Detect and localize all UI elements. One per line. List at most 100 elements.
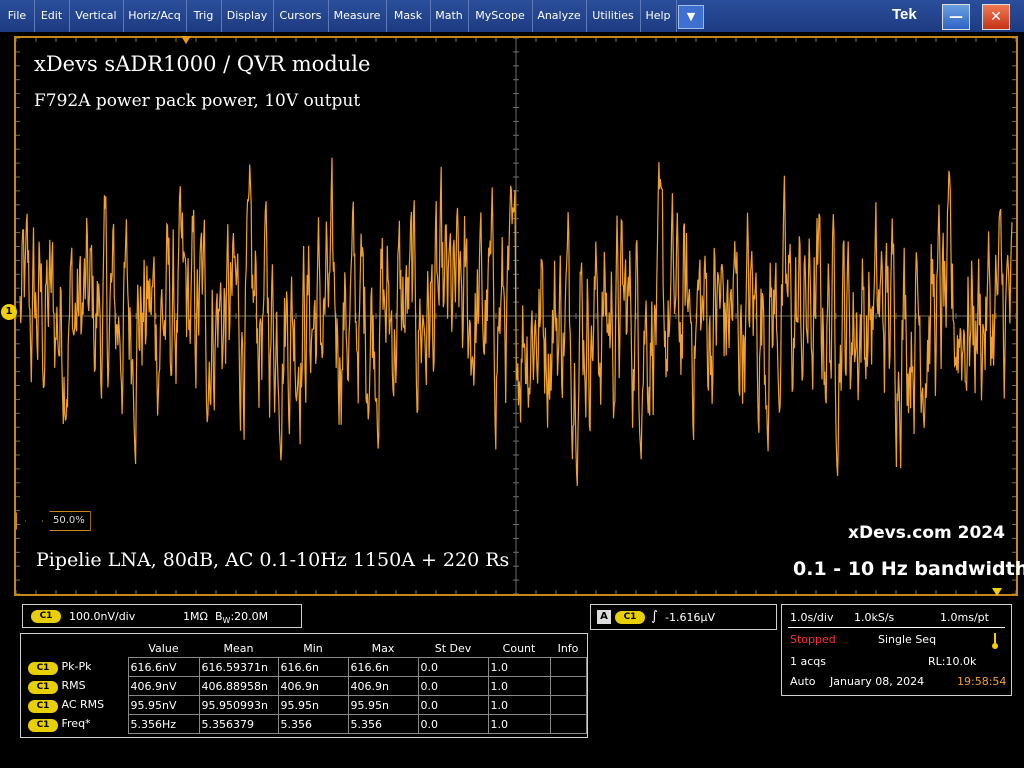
measurement-stdev: 0.0 bbox=[417, 657, 489, 677]
measurement-mean: 5.356379 bbox=[198, 714, 279, 734]
measurement-info bbox=[549, 714, 587, 734]
measurement-row[interactable]: C1 RMS 406.9nV 406.88958n 406.9n 406.9n … bbox=[26, 676, 587, 696]
trigger-channel-badge: C1 bbox=[615, 611, 645, 624]
acquisition-time: 19:58:54 bbox=[957, 675, 1007, 688]
sample-rate: 1.0kS/s bbox=[854, 611, 895, 624]
measurement-min: 95.95n bbox=[277, 695, 349, 715]
bandwidth-label: 0.1 - 10 Hz bandwidth bbox=[793, 558, 1024, 580]
menu-analyze[interactable]: Analyze bbox=[532, 0, 587, 32]
measurement-mean: 406.88958n bbox=[198, 676, 279, 696]
menu-cursors[interactable]: Cursors bbox=[273, 0, 329, 32]
measurement-min: 5.356 bbox=[277, 714, 349, 734]
measurement-stdev: 0.0 bbox=[417, 695, 489, 715]
menu-utilities[interactable]: Utilities bbox=[586, 0, 641, 32]
measurement-info bbox=[549, 657, 587, 677]
menu-file[interactable]: File bbox=[0, 0, 35, 32]
trigger-mode: Auto bbox=[790, 675, 816, 688]
measurement-max: 616.6n bbox=[347, 657, 419, 677]
acquisition-state: Stopped bbox=[790, 633, 836, 646]
screen-title: xDevs sADR1000 / QVR module bbox=[34, 52, 371, 76]
measurement-count: 1.0 bbox=[487, 714, 551, 734]
measurement-max: 95.95n bbox=[347, 695, 419, 715]
col-max: Max bbox=[371, 641, 395, 655]
menu-bar: File Edit Vertical Horiz/Acq Trig Displa… bbox=[0, 0, 1024, 32]
measurement-stdev: 0.0 bbox=[417, 714, 489, 734]
acquisition-count: 1 acqs bbox=[790, 655, 826, 668]
resolution: 1.0ms/pt bbox=[940, 611, 989, 624]
measurement-value: 5.356Hz bbox=[127, 714, 200, 734]
screen-subtitle: F792A power pack power, 10V output bbox=[34, 91, 361, 111]
measurement-label: AC RMS bbox=[61, 697, 105, 711]
acquisition-separator bbox=[788, 627, 1005, 628]
measurement-row[interactable]: C1 Pk-Pk 616.6nV 616.59371n 616.6n 616.6… bbox=[26, 657, 587, 677]
bandwidth-value: :20.0M bbox=[230, 610, 269, 623]
trigger-position-marker[interactable] bbox=[181, 36, 191, 44]
acquisition-date: January 08, 2024 bbox=[830, 675, 925, 688]
measurement-label: Pk-Pk bbox=[61, 659, 92, 673]
menu-horiz-acq[interactable]: Horiz/Acq bbox=[123, 0, 187, 32]
channel-impedance: 1MΩ bbox=[183, 610, 208, 623]
menu-vertical[interactable]: Vertical bbox=[69, 0, 124, 32]
col-count: Count bbox=[502, 641, 536, 655]
col-stdev: St Dev bbox=[434, 641, 472, 655]
col-info: Info bbox=[557, 641, 579, 655]
trigger-level: -1.616µV bbox=[665, 611, 715, 624]
trigger-source-badge: A bbox=[597, 610, 611, 624]
measurement-min: 616.6n bbox=[277, 657, 349, 677]
channel-scale: 100.0nV/div bbox=[69, 610, 136, 623]
trigger-level-readout: 50.0% bbox=[42, 511, 91, 531]
tek-logo: Tek bbox=[892, 6, 917, 23]
menu-myscope[interactable]: MyScope bbox=[468, 0, 533, 32]
channel-1-trace bbox=[19, 157, 1013, 487]
measurements-table: Value Mean Min Max St Dev Count Info C1 … bbox=[26, 639, 587, 734]
menu-edit[interactable]: Edit bbox=[34, 0, 70, 32]
bandwidth-prefix: B bbox=[215, 610, 223, 623]
site-label: xDevs.com 2024 bbox=[848, 523, 1005, 543]
measurement-count: 1.0 bbox=[487, 657, 551, 677]
measurement-label: RMS bbox=[61, 678, 86, 692]
channel-badge: C1 bbox=[31, 610, 61, 623]
minimize-button[interactable]: — bbox=[942, 4, 970, 30]
record-end-marker bbox=[992, 588, 1002, 596]
measurement-count: 1.0 bbox=[487, 695, 551, 715]
measurement-max: 5.356 bbox=[347, 714, 419, 734]
menu-measure[interactable]: Measure bbox=[328, 0, 387, 32]
close-button[interactable]: ✕ bbox=[982, 4, 1010, 30]
measurements-header: Value Mean Min Max St Dev Count Info bbox=[26, 639, 586, 658]
record-length: RL:10.0k bbox=[928, 655, 977, 668]
measurement-info bbox=[549, 676, 587, 696]
channel-readout[interactable]: C1 100.0nV/div 1MΩ BW:20.0M bbox=[22, 604, 302, 628]
col-min: Min bbox=[303, 641, 323, 655]
measurement-channel-badge: C1 bbox=[28, 699, 58, 713]
measurements-panel bbox=[20, 633, 588, 738]
acquisition-readout[interactable]: 1.0s/div 1.0kS/s 1.0ms/pt Stopped Single… bbox=[781, 604, 1012, 696]
measurement-channel-badge: C1 bbox=[28, 661, 58, 675]
col-mean: Mean bbox=[223, 641, 254, 655]
measurement-info bbox=[549, 695, 587, 715]
measurement-row[interactable]: C1 Freq* 5.356Hz 5.356379 5.356 5.356 0.… bbox=[26, 714, 587, 734]
trigger-status-icon bbox=[990, 632, 1000, 653]
menu-dropdown-button[interactable]: ▼ bbox=[678, 5, 704, 29]
channel-1-ground-marker[interactable]: 1 bbox=[1, 304, 17, 320]
screen-note: Pipelie LNA, 80dB, AC 0.1-10Hz 1150A + 2… bbox=[36, 549, 510, 571]
measurement-mean: 616.59371n bbox=[198, 657, 279, 677]
menu-mask[interactable]: Mask bbox=[386, 0, 431, 32]
trigger-readout[interactable]: A C1 ∫ -1.616µV bbox=[590, 604, 777, 630]
waveform-display[interactable] bbox=[14, 36, 1018, 596]
measurement-channel-badge: C1 bbox=[28, 680, 58, 694]
bandwidth-subscript: W bbox=[222, 616, 231, 626]
trigger-slope-icon: ∫ bbox=[651, 609, 658, 624]
menu-help[interactable]: Help bbox=[640, 0, 677, 32]
waveform-plot bbox=[16, 38, 1016, 594]
trigger-status-icon-svg bbox=[992, 633, 998, 649]
menu-math[interactable]: Math bbox=[430, 0, 469, 32]
menu-display[interactable]: Display bbox=[221, 0, 274, 32]
measurement-max: 406.9n bbox=[347, 676, 419, 696]
measurement-mean: 95.950993n bbox=[198, 695, 279, 715]
measurement-channel-badge: C1 bbox=[28, 718, 58, 732]
measurement-min: 406.9n bbox=[277, 676, 349, 696]
measurement-row[interactable]: C1 AC RMS 95.95nV 95.950993n 95.95n 95.9… bbox=[26, 695, 587, 715]
measurement-value: 616.6nV bbox=[127, 657, 200, 677]
measurement-stdev: 0.0 bbox=[417, 676, 489, 696]
menu-trig[interactable]: Trig bbox=[186, 0, 222, 32]
